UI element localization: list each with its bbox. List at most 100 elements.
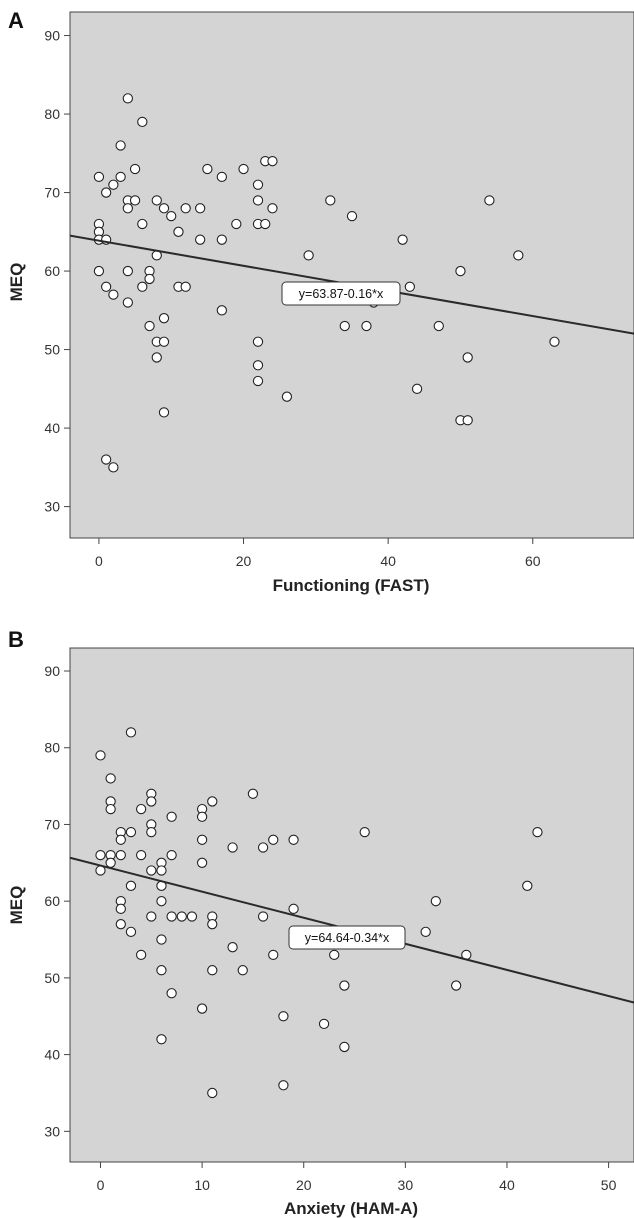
panel-a-y-axis-title: MEQ bbox=[7, 263, 26, 302]
panel-a-data-point bbox=[216, 171, 227, 183]
panel-a-data-point bbox=[101, 187, 112, 198]
panel-b-data-point bbox=[135, 949, 147, 961]
panel-b-data-point bbox=[196, 834, 208, 845]
panel-a-data-point bbox=[158, 313, 170, 324]
panel-a-data-point bbox=[151, 195, 162, 206]
panel-b-y-tick-label: 80 bbox=[44, 740, 60, 756]
panel-b-x-tick-label: 40 bbox=[499, 1177, 515, 1193]
panel-b-data-point bbox=[339, 1041, 350, 1053]
panel-b-data-point bbox=[105, 803, 116, 815]
panel-a-data-point bbox=[260, 218, 271, 230]
panel-b-data-point bbox=[278, 1011, 289, 1022]
panel-a-data-point bbox=[173, 226, 184, 237]
panel-b-y-tick-label: 50 bbox=[44, 970, 60, 986]
panel-a-data-points bbox=[93, 93, 560, 473]
panel-a-data-point bbox=[433, 320, 444, 332]
panel-b-data-point bbox=[532, 826, 543, 838]
panel-b-y-tick-label: 40 bbox=[44, 1047, 60, 1063]
panel-b-data-point bbox=[156, 896, 167, 907]
panel-b-label: B bbox=[8, 627, 24, 652]
panel-a-data-point bbox=[252, 336, 264, 347]
panel-a-data-point bbox=[158, 407, 170, 418]
panel-b-data-point bbox=[196, 857, 208, 868]
panel-a-data-point bbox=[122, 265, 133, 277]
panel-a-data-point bbox=[122, 297, 133, 308]
panel-b-data-point bbox=[318, 1018, 330, 1030]
panel-b-data-point bbox=[156, 934, 167, 945]
panel-b: B 30 40 50 60 70 80 90 0 10 20 30 40 50 y=64.64-0.3… bbox=[7, 627, 634, 1218]
panel-b-data-point bbox=[359, 826, 370, 838]
panel-b-data-point bbox=[268, 949, 279, 961]
panel-a-data-point bbox=[195, 203, 206, 214]
panel-a-y-tick-label: 80 bbox=[44, 106, 60, 122]
panel-a-data-point bbox=[361, 320, 372, 332]
panel-b-data-point bbox=[125, 826, 137, 838]
panel-a-data-point bbox=[513, 250, 524, 261]
panel-b-data-point bbox=[115, 849, 126, 861]
panel-a-data-point bbox=[115, 171, 126, 183]
panel-b-data-point bbox=[125, 926, 137, 938]
panel-b-data-point bbox=[156, 865, 167, 876]
panel-b-x-tick-label: 0 bbox=[97, 1177, 105, 1193]
panel-a-data-point bbox=[216, 305, 227, 316]
panel-a-x-tick-label: 60 bbox=[525, 553, 541, 569]
panel-a-data-point bbox=[462, 352, 473, 363]
panel-a-data-point bbox=[346, 210, 358, 222]
panel-a-data-point bbox=[216, 234, 227, 245]
panel-b-data-point bbox=[125, 880, 137, 891]
panel-a-y-tick-label: 50 bbox=[44, 342, 60, 358]
panel-b-data-point bbox=[237, 965, 248, 976]
panel-b-data-point bbox=[105, 857, 116, 868]
panel-a-data-point bbox=[252, 179, 264, 190]
panel-b-data-point bbox=[207, 919, 218, 930]
panel-a-data-point bbox=[252, 360, 264, 371]
panel-b-x-axis-title: Anxiety (HAM-A) bbox=[284, 1199, 418, 1218]
panel-b-equation-box-border bbox=[288, 925, 406, 950]
panel-a-data-point bbox=[137, 218, 148, 230]
panel-a-data-point bbox=[122, 203, 133, 214]
panel-a-data-point bbox=[158, 203, 170, 214]
panel-b-data-point bbox=[105, 773, 116, 784]
panel-b-data-point bbox=[146, 911, 157, 922]
panel-a-data-point bbox=[129, 195, 141, 206]
panel-b-plot-area bbox=[69, 647, 634, 1163]
panel-b-data-point bbox=[156, 965, 167, 976]
panel-a-data-point bbox=[115, 140, 126, 151]
panel-b-x-tick-label: 20 bbox=[296, 1177, 312, 1193]
panel-b-data-point bbox=[146, 865, 157, 876]
panel-b-data-point bbox=[125, 727, 137, 738]
panel-a-data-point bbox=[137, 116, 148, 128]
panel-a-data-point bbox=[303, 250, 314, 261]
panel-b-data-point bbox=[146, 826, 157, 838]
panel-b-y-tick-label: 60 bbox=[44, 893, 60, 909]
panel-b-data-point bbox=[268, 834, 279, 845]
panel-a-x-tick-label: 40 bbox=[380, 553, 396, 569]
panel-b-data-point bbox=[288, 834, 299, 845]
panel-a-data-point bbox=[144, 273, 155, 285]
panel-a-data-point bbox=[339, 320, 350, 332]
panel-a-data-point bbox=[267, 156, 278, 167]
panel-b-data-point bbox=[278, 1080, 289, 1091]
panel-b-data-point bbox=[135, 849, 147, 861]
panel-b-data-point bbox=[451, 980, 462, 991]
panel-b-data-point bbox=[95, 750, 106, 761]
panel-a-data-point bbox=[108, 179, 119, 190]
panel-b-x-tick-label: 10 bbox=[194, 1177, 210, 1193]
panel-b-equation-box: y=64.64-0.34*x bbox=[288, 925, 406, 950]
panel-b-data-point bbox=[257, 911, 269, 922]
panel-b-equation: y=64.64-0.34*x bbox=[305, 931, 390, 945]
panel-a-data-point bbox=[455, 265, 466, 277]
panel-b-data-point bbox=[227, 842, 238, 853]
panel-a-equation-box-border bbox=[281, 281, 401, 306]
panel-a-y-tick-label: 30 bbox=[44, 499, 60, 515]
panel-b-data-point bbox=[115, 919, 126, 930]
panel-a-x-axis: 0 20 40 60 bbox=[95, 538, 541, 569]
panel-a-data-point bbox=[108, 289, 119, 300]
panel-a-data-point bbox=[151, 352, 162, 363]
panel-a-data-point bbox=[122, 93, 133, 104]
panel-a-data-point bbox=[144, 320, 155, 332]
panel-a-data-point bbox=[397, 234, 408, 245]
panel-a-data-point bbox=[252, 375, 264, 387]
panel-a-data-point bbox=[101, 454, 112, 465]
